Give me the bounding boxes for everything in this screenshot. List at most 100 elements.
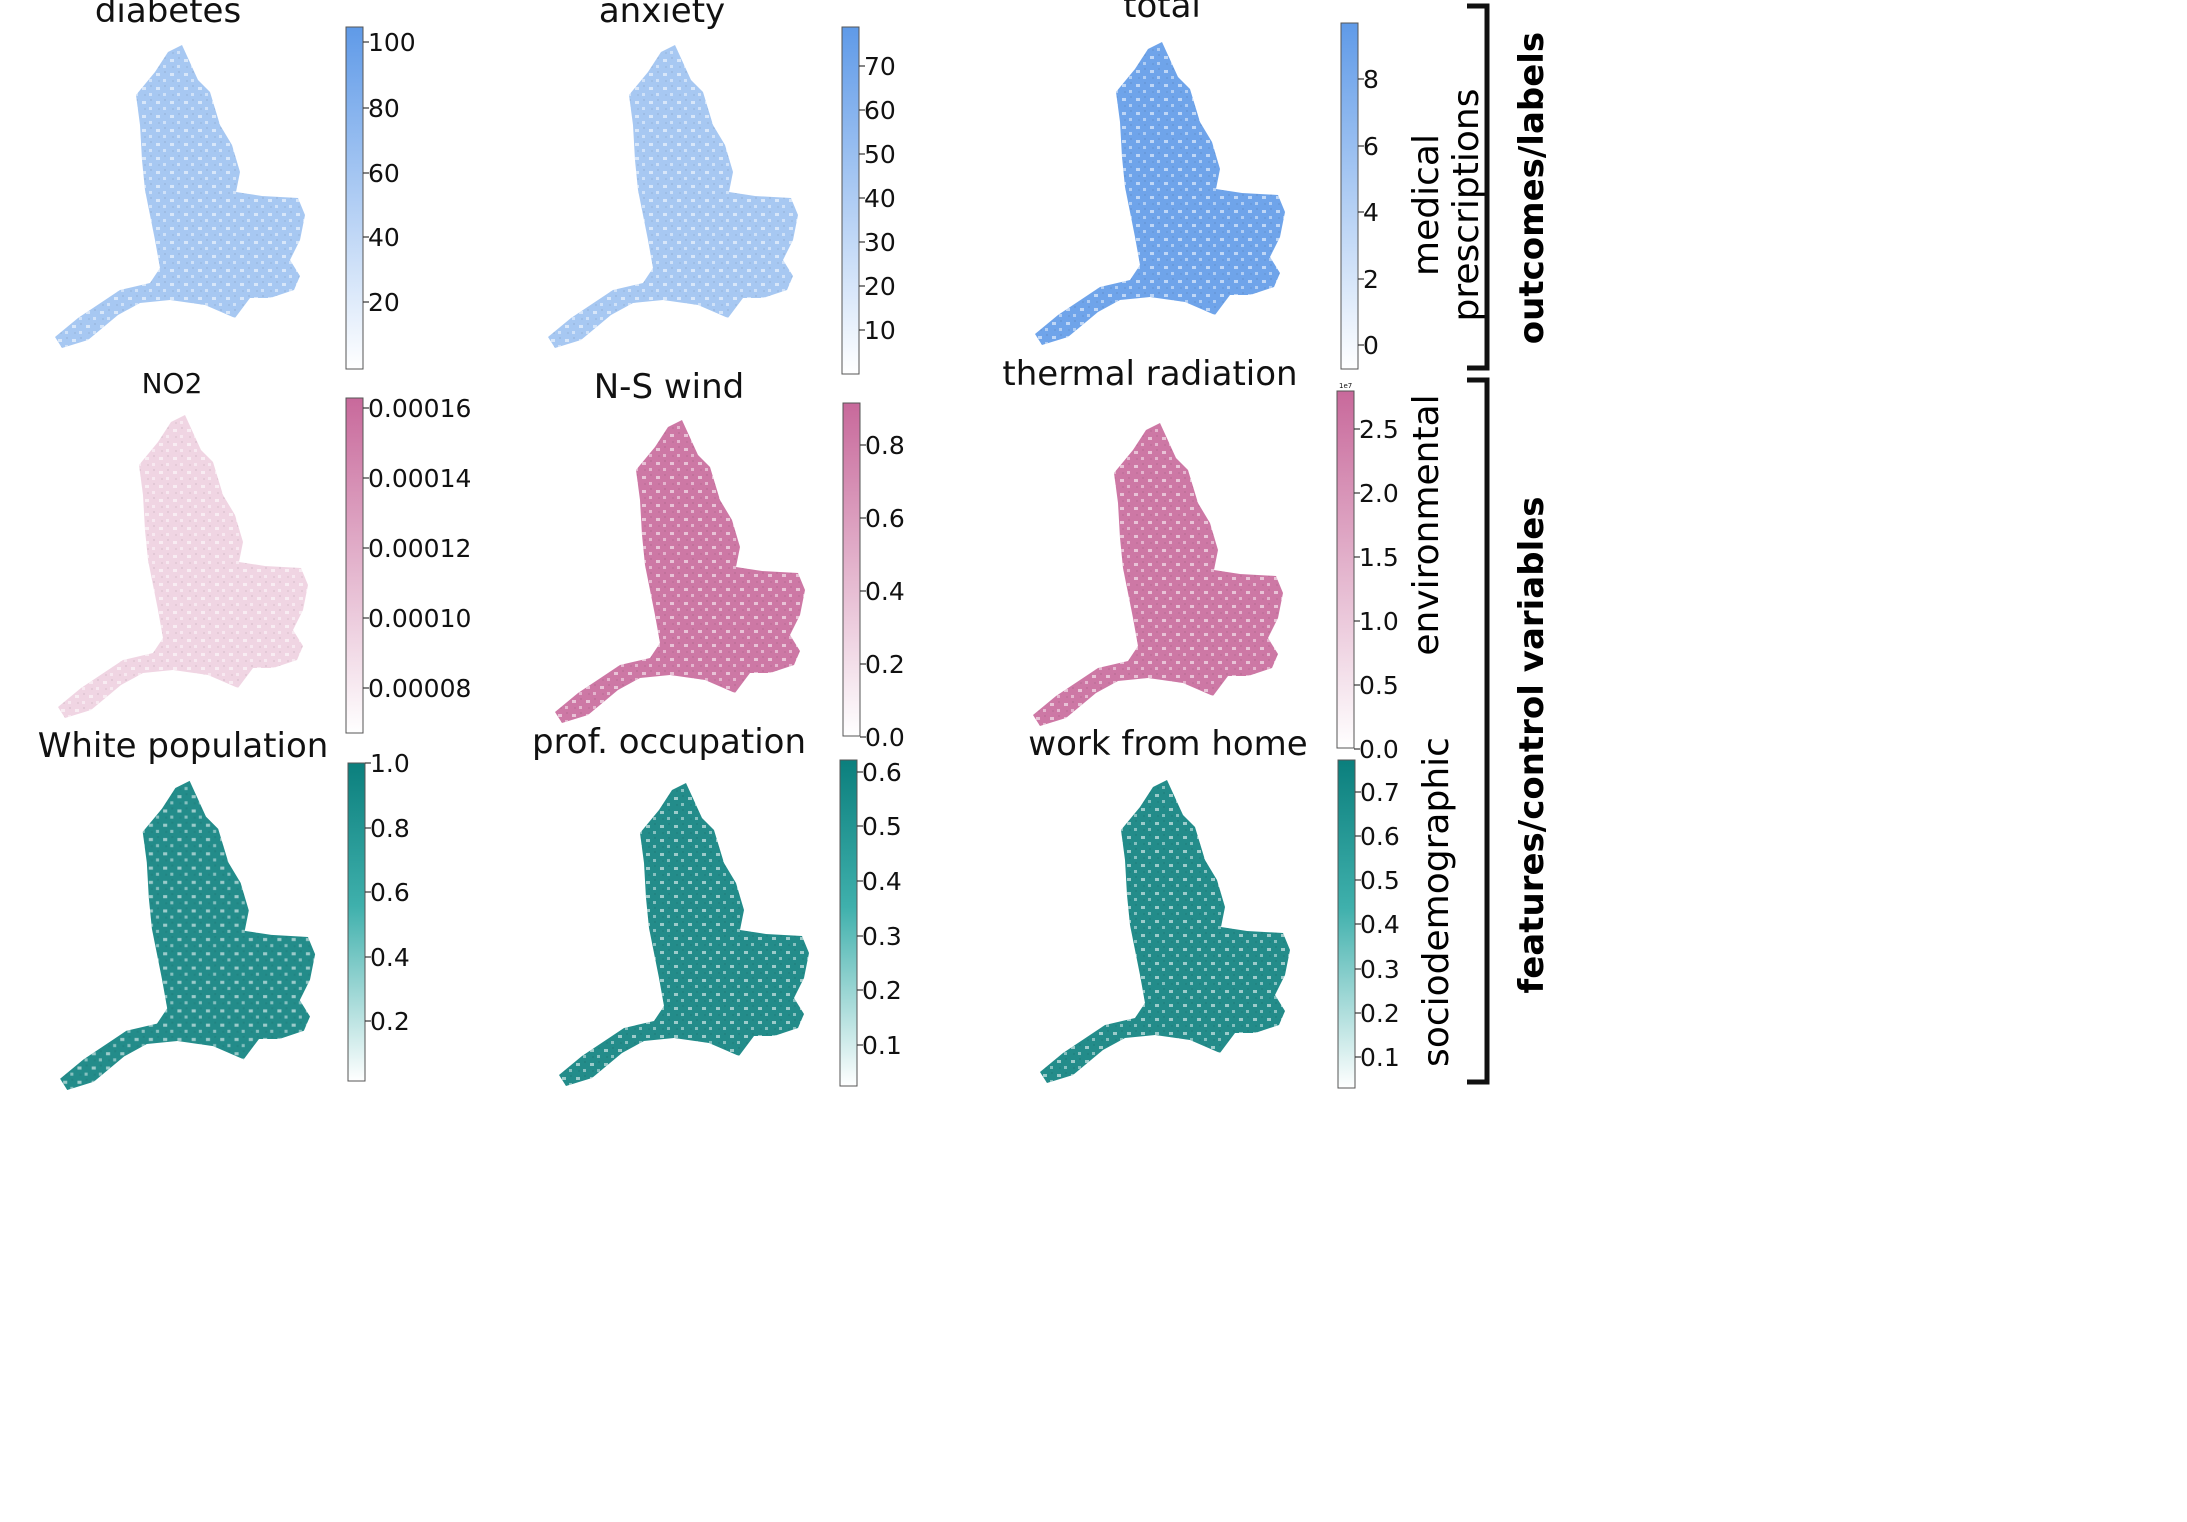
panel-total: total 8 6 4 2 0 [1035, 0, 1379, 370]
colorbar-gradient [1336, 390, 1355, 749]
colorbar-no2: 0.00016 0.00014 0.00012 0.00010 0.00008 [345, 394, 471, 734]
colorbar-tick-label: 0.6 [865, 504, 905, 533]
panel-white-population: White population 1.0 0.8 0.6 0.4 0.2 [38, 726, 410, 1090]
map-anxiety [548, 45, 798, 348]
colorbar-tick-label: 0.8 [865, 431, 905, 460]
colorbar-gradient [1340, 22, 1359, 370]
panel-anxiety: anxiety 70 60 50 40 30 20 10 [548, 0, 896, 375]
row-label-medical: medical prescriptions [1406, 89, 1487, 322]
colorbar-tick-label: 30 [864, 228, 896, 257]
colorbar-tick-label: 0.0 [865, 723, 905, 752]
colorbar-thermal-radiation: 2.5 2.0 1.5 1.0 0.5 0.0 1e7 [1336, 382, 1399, 764]
colorbar-tick-label: 6 [1363, 132, 1379, 161]
colorbar-diabetes: 100 80 60 40 20 [345, 26, 416, 370]
colorbar-tick-label: 0.2 [1360, 999, 1400, 1028]
panel-work-from-home: work from home 0.7 0.6 0.5 0.4 0.3 0.2 0.1 [1028, 724, 1400, 1089]
panel-no2: NO2 0.00016 0.00014 0.00012 0.00010 0.00008 [58, 367, 471, 734]
colorbar-tick-label: 0.0 [1359, 735, 1399, 764]
colorbar-gradient [841, 26, 860, 375]
colorbar-tick-label: 20 [864, 272, 896, 301]
colorbar-tick-label: 0.00010 [368, 604, 471, 633]
colorbar-tick-label: 0.6 [370, 878, 410, 907]
panel-diabetes: diabetes 100 80 60 40 20 [55, 0, 416, 370]
colorbar-tick-label: 0.6 [862, 758, 902, 787]
colorbar-tick-label: 0.4 [862, 867, 902, 896]
colorbar-tick-label: 0.8 [370, 814, 410, 843]
colorbar-prof-occupation: 0.6 0.5 0.4 0.3 0.2 0.1 [839, 758, 902, 1087]
colorbar-tick-label: 40 [368, 223, 400, 252]
map-prof-occupation [559, 783, 809, 1086]
colorbar-tick-label: 8 [1363, 65, 1379, 94]
colorbar-tick-label: 0.2 [862, 976, 902, 1005]
group-label-features: features/control variables [1512, 496, 1552, 993]
colorbar-ns-wind: 0.8 0.6 0.4 0.2 0.0 [842, 402, 905, 752]
colorbar-tick-label: 1.0 [1359, 607, 1399, 636]
colorbar-tick-label: 1.5 [1359, 543, 1399, 572]
row-label-sociodemographic: sociodemographic [1416, 737, 1457, 1067]
colorbar-tick-label: 10 [864, 316, 896, 345]
colorbar-tick-label: 1.0 [370, 749, 410, 778]
colorbar-exponent: 1e7 [1339, 382, 1352, 390]
map-work-from-home [1040, 780, 1290, 1083]
colorbar-anxiety: 70 60 50 40 30 20 10 [841, 26, 896, 375]
colorbar-gradient [345, 26, 364, 370]
map-white-population [60, 780, 316, 1090]
row-label-medical-line1: medical [1406, 134, 1447, 276]
map-diabetes [55, 45, 305, 348]
colorbar-tick-label: 0.2 [865, 650, 905, 679]
colorbar-gradient [347, 762, 366, 1082]
panel-title-no2: NO2 [142, 367, 203, 400]
colorbar-tick-label: 40 [864, 184, 896, 213]
panel-thermal-radiation: thermal radiation 2.5 2.0 1.5 1.0 0.5 0.0 1e7 [1002, 354, 1398, 764]
colorbar-tick-label: 0.5 [1359, 671, 1399, 700]
colorbar-tick-label: 0.3 [1360, 955, 1400, 984]
colorbar-gradient [839, 759, 858, 1087]
colorbar-tick-label: 0.00016 [368, 394, 471, 423]
colorbar-tick-label: 0.4 [370, 943, 410, 972]
colorbar-work-from-home: 0.7 0.6 0.5 0.4 0.3 0.2 0.1 [1337, 759, 1400, 1089]
colorbar-tick-label: 0.4 [1360, 910, 1400, 939]
colorbar-tick-label: 0.1 [1360, 1043, 1400, 1072]
colorbar-tick-label: 60 [864, 96, 896, 125]
outcomes-bracket [1467, 3, 1490, 371]
colorbar-tick-label: 50 [864, 140, 896, 169]
colorbar-tick-label: 0.5 [862, 812, 902, 841]
panel-ns-wind: N-S wind 0.8 0.6 0.4 0.2 0.0 [555, 367, 905, 752]
colorbar-tick-label: 0.4 [865, 577, 905, 606]
colorbar-tick-label: 100 [368, 28, 416, 57]
features-bracket [1467, 377, 1490, 1085]
panel-title-anxiety: anxiety [599, 0, 725, 31]
colorbar-total: 8 6 4 2 0 [1340, 22, 1379, 370]
colorbar-tick-label: 0 [1363, 331, 1379, 360]
colorbar-tick-label: 0.00008 [368, 674, 471, 703]
colorbar-tick-label: 2.5 [1359, 415, 1399, 444]
colorbar-tick-label: 0.6 [1360, 822, 1400, 851]
colorbar-gradient [1337, 759, 1356, 1089]
map-no2 [58, 415, 308, 718]
panel-title-work-from-home: work from home [1028, 724, 1307, 764]
colorbar-tick-label: 4 [1363, 198, 1379, 227]
colorbar-tick-label: 2 [1363, 265, 1379, 294]
colorbar-gradient [842, 402, 861, 737]
panel-title-ns-wind: N-S wind [594, 367, 744, 407]
colorbar-tick-label: 80 [368, 94, 400, 123]
row-label-environmental: environmental [1406, 394, 1447, 655]
map-total [1035, 42, 1285, 345]
colorbar-gradient [345, 397, 364, 734]
map-ns-wind [555, 420, 805, 723]
colorbar-tick-label: 2.0 [1359, 479, 1399, 508]
panel-title-white-population: White population [38, 726, 329, 766]
colorbar-tick-label: 0.3 [862, 922, 902, 951]
colorbar-tick-label: 0.7 [1360, 778, 1400, 807]
colorbar-tick-label: 60 [368, 159, 400, 188]
panel-title-total: total [1123, 0, 1201, 26]
panel-title-diabetes: diabetes [95, 0, 241, 31]
colorbar-tick-label: 20 [368, 288, 400, 317]
row-label-medical-line2: prescriptions [1446, 89, 1487, 322]
colorbar-tick-label: 0.1 [862, 1031, 902, 1060]
group-label-outcomes: outcomes/labels [1512, 32, 1552, 344]
panel-prof-occupation: prof. occupation 0.6 0.5 0.4 0.3 0.2 0.1 [532, 722, 902, 1087]
panel-title-thermal-radiation: thermal radiation [1002, 354, 1297, 394]
colorbar-tick-label: 0.00014 [368, 464, 471, 493]
